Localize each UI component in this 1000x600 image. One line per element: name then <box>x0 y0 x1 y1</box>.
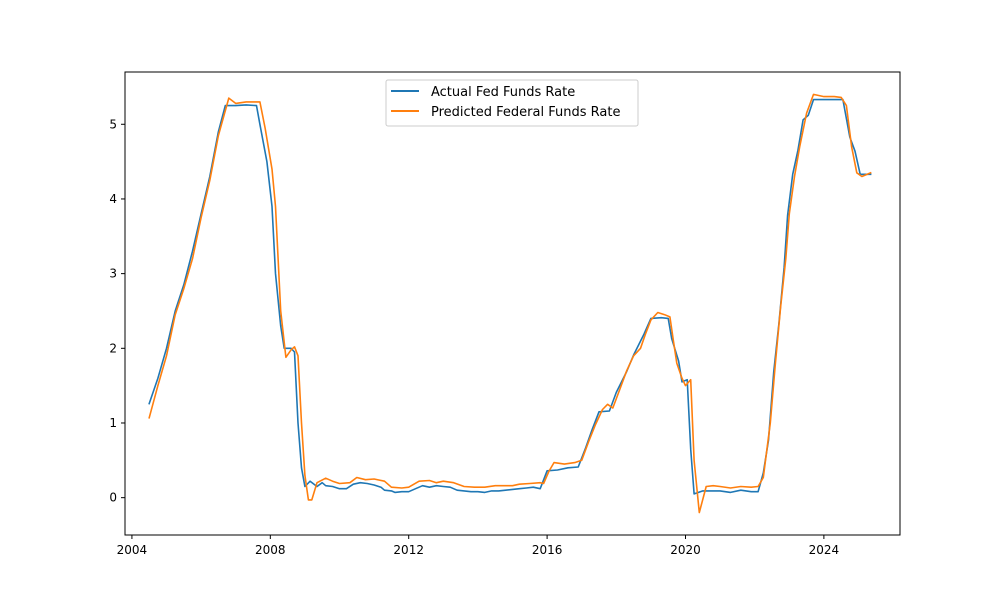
y-tick-label: 2 <box>109 341 117 355</box>
legend-label-0: Actual Fed Funds Rate <box>431 85 575 100</box>
x-tick-label: 2016 <box>532 543 563 557</box>
legend-label-1: Predicted Federal Funds Rate <box>431 105 620 120</box>
plot-area <box>125 72 900 535</box>
x-tick-label: 2004 <box>117 543 148 557</box>
x-tick-label: 2020 <box>670 543 701 557</box>
series-line-1 <box>148 93 872 514</box>
plot-frame <box>124 71 901 536</box>
y-tick-label: 5 <box>109 117 117 131</box>
x-tick-label: 2024 <box>809 543 840 557</box>
legend: Actual Fed Funds Rate Predicted Federal F… <box>385 79 639 127</box>
series-lines <box>148 93 872 514</box>
y-tick-label: 0 <box>109 491 117 505</box>
legend-box <box>385 79 639 127</box>
x-tick-label: 2012 <box>393 543 424 557</box>
y-tick-label: 1 <box>109 416 117 430</box>
x-tick-label: 2008 <box>255 543 286 557</box>
y-axis: 0 1 2 3 4 5 <box>109 117 125 505</box>
y-tick-label: 4 <box>109 192 117 206</box>
x-axis: 2004 2008 2012 2016 2020 2024 <box>117 535 840 557</box>
y-tick-label: 3 <box>109 267 117 281</box>
